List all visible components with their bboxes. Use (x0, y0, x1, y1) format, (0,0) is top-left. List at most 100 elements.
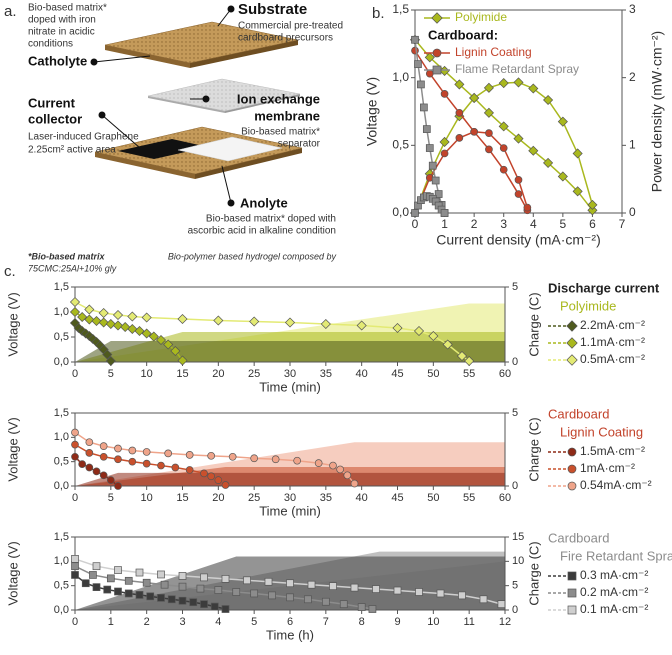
x-tick-label: 15 (176, 492, 188, 504)
marker (155, 334, 167, 346)
marker (85, 438, 94, 447)
y2-axis-label: Charge (C) (526, 292, 541, 356)
note: nitrate in acidic (28, 27, 95, 38)
charge-area (75, 472, 505, 486)
y-tick-label: 0,5 (54, 331, 69, 343)
marker (102, 349, 113, 360)
marker (142, 459, 151, 468)
collector-plate (94, 126, 303, 179)
marker (221, 605, 230, 613)
marker (127, 323, 138, 335)
label: collector (28, 111, 82, 126)
legend-marker (567, 605, 577, 615)
note: Bio-based matrix* (241, 127, 320, 138)
marker (439, 136, 450, 147)
marker (127, 311, 138, 322)
marker (210, 602, 219, 611)
y2-tick-label: 5 (512, 281, 518, 293)
marker (329, 582, 337, 591)
marker (458, 591, 466, 600)
marker (141, 312, 152, 323)
marker (167, 595, 176, 604)
marker (124, 589, 133, 598)
legend-marker (566, 320, 578, 332)
x-tick-label: 20 (212, 368, 224, 380)
marker (425, 69, 434, 78)
x-tick-label: 45 (391, 492, 403, 504)
footnote: *Bio-based matrix (28, 251, 106, 261)
marker (243, 576, 251, 585)
label: Catholyte (28, 53, 87, 68)
y-tick-label: 1,0 (54, 306, 69, 318)
y2-tick-label: 15 (512, 531, 524, 543)
marker (157, 461, 165, 470)
y2-tick-label: 2 (629, 70, 636, 84)
y2-axis-label: Charge (C) (526, 417, 541, 481)
marker (417, 80, 425, 89)
marker (572, 186, 583, 197)
legend-label: Lignin Coating (455, 45, 532, 59)
marker (214, 476, 223, 485)
x-tick-label: 15 (176, 368, 188, 380)
note: Laser-induced Graphene (28, 132, 139, 143)
marker (105, 355, 116, 367)
marker (514, 175, 523, 184)
marker (514, 190, 523, 198)
legend-title: Cardboard (548, 406, 609, 421)
note: separator (278, 139, 321, 150)
marker (207, 451, 216, 460)
marker (284, 317, 296, 328)
marker (128, 446, 137, 455)
marker (171, 463, 180, 472)
x-tick-label: 3 (500, 217, 507, 231)
marker (81, 579, 90, 588)
marker (98, 317, 109, 328)
marker (314, 459, 323, 467)
marker (99, 452, 108, 461)
marker (339, 600, 348, 609)
x-tick-label: 40 (356, 492, 368, 504)
marker (71, 555, 79, 563)
x-axis-label: Time (h) (266, 627, 314, 642)
marker (336, 465, 345, 474)
x-tick-label: 45 (391, 368, 403, 380)
marker (271, 455, 280, 464)
x-tick-label: 7 (619, 217, 626, 231)
marker (528, 145, 539, 156)
note: ascorbic acid in alkaline condition (188, 226, 336, 237)
marker (572, 148, 583, 159)
panel-label: b. (372, 5, 385, 22)
y-tick-label: 1,5 (54, 531, 69, 543)
x-tick-label: 40 (356, 368, 368, 380)
marker (221, 481, 230, 489)
marker (135, 568, 144, 577)
marker (85, 463, 94, 472)
y2-axis-label: Charge (C) (526, 541, 541, 605)
marker (470, 127, 478, 136)
x-tick-label: 2 (144, 616, 150, 628)
x-tick-label: 1 (441, 217, 448, 231)
marker (200, 469, 208, 478)
y-tick-label: 1,5 (54, 407, 69, 419)
marker (440, 209, 449, 217)
x-tick-label: 50 (427, 492, 439, 504)
y-axis-label: Voltage (V) (364, 77, 380, 146)
marker (434, 190, 443, 198)
marker (112, 309, 124, 321)
y-tick-label: 0,0 (54, 356, 69, 368)
marker (207, 472, 216, 481)
marker (250, 454, 259, 463)
leader-lines (90, 5, 235, 207)
marker (103, 585, 112, 594)
marker (228, 452, 237, 461)
x-tick-label: 0 (72, 616, 78, 628)
legend-marker (432, 48, 442, 58)
note: cardboard precursors (238, 33, 333, 44)
y2-tick-label: 0 (512, 480, 518, 492)
marker (92, 562, 101, 571)
marker (528, 83, 539, 94)
note: Commercial pre-treated (238, 21, 343, 32)
marker (456, 350, 468, 362)
y2-tick-label: 0 (512, 604, 518, 616)
marker (329, 461, 337, 470)
